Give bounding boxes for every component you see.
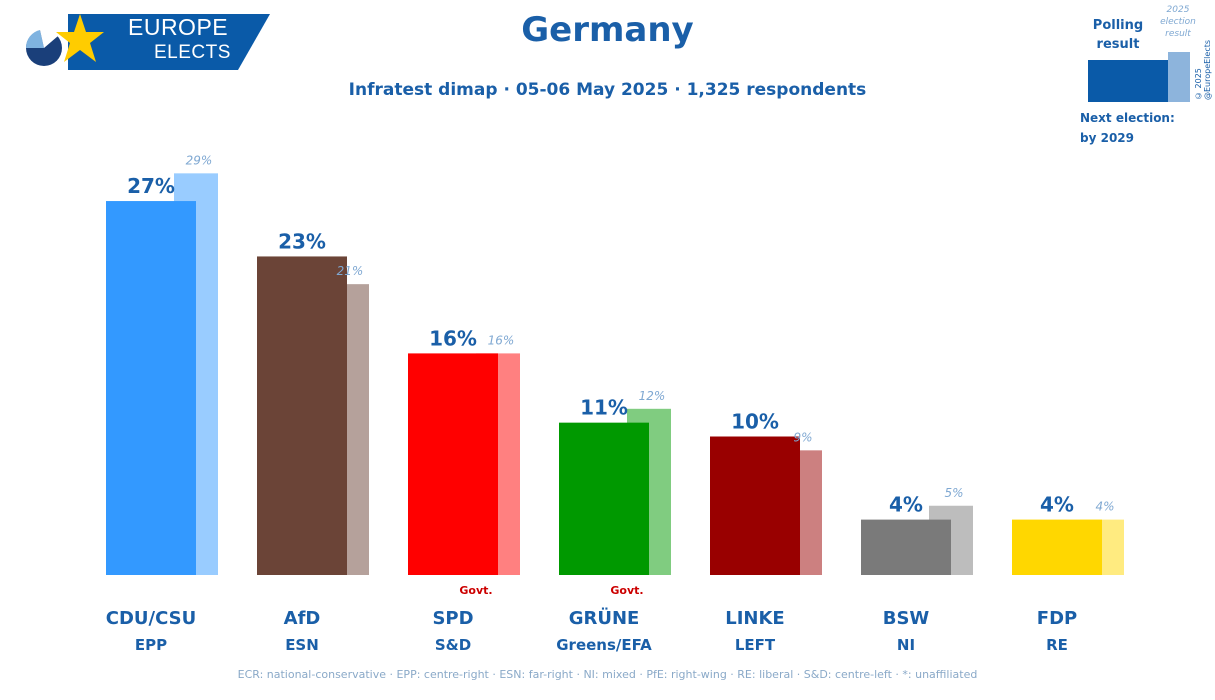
bar-poll-6 xyxy=(1012,519,1102,575)
party-label-5: BSW xyxy=(883,608,930,629)
group-label-5: NI xyxy=(897,636,915,654)
label-poll-4: 10% xyxy=(731,410,779,434)
label-prev-6: 4% xyxy=(1095,500,1114,514)
logo-text-europe: EUROPE xyxy=(128,14,229,40)
legend-polling-label: Polling result xyxy=(1092,18,1144,52)
next-election: Next election: by 2029 xyxy=(1080,108,1175,148)
label-poll-1: 23% xyxy=(278,229,326,253)
party-label-2: SPD xyxy=(432,608,473,629)
next-election-value: by 2029 xyxy=(1080,131,1134,145)
label-prev-5: 5% xyxy=(944,486,963,500)
bar-poll-0 xyxy=(106,201,196,576)
legend-polling-swatch xyxy=(1088,60,1168,102)
group-label-3: Greens/EFA xyxy=(556,636,652,654)
party-label-3: GRÜNE xyxy=(569,607,640,629)
group-label-4: LEFT xyxy=(735,636,776,654)
label-prev-3: 12% xyxy=(639,389,666,403)
legend-result-label: 2025 election result xyxy=(1160,5,1196,39)
party-label-0: CDU/CSU xyxy=(106,608,196,629)
chart-subtitle: Infratest dimap · 05-06 May 2025 · 1,325… xyxy=(348,80,867,100)
label-poll-6: 4% xyxy=(1040,493,1074,517)
label-prev-2: 16% xyxy=(488,333,515,347)
label-poll-3: 11% xyxy=(580,396,628,420)
govt-tag-3: Govt. xyxy=(610,584,643,597)
footer-legend: ECR: national-conservative · EPP: centre… xyxy=(237,668,978,681)
label-poll-2: 16% xyxy=(429,326,477,350)
logo-graphic xyxy=(25,14,270,70)
next-election-label: Next election: xyxy=(1080,111,1175,125)
party-label-1: AfD xyxy=(284,608,321,629)
label-poll-0: 27% xyxy=(127,174,175,198)
group-label-6: RE xyxy=(1046,636,1068,654)
label-prev-1: 21% xyxy=(337,264,364,278)
bar-poll-2 xyxy=(408,353,498,575)
party-label-6: FDP xyxy=(1037,608,1077,629)
bar-poll-5 xyxy=(861,519,951,575)
group-label-0: EPP xyxy=(135,636,167,654)
party-label-4: LINKE xyxy=(725,608,784,629)
group-label-1: ESN xyxy=(285,636,319,654)
label-prev-4: 9% xyxy=(793,430,812,444)
logo-text-elects: ELECTS xyxy=(154,42,231,63)
legend-result-swatch xyxy=(1168,52,1190,102)
bar-poll-3 xyxy=(559,422,649,575)
legend: Polling result 2025 election result Next… xyxy=(1080,4,1205,145)
label-prev-0: 29% xyxy=(186,153,213,167)
govt-tag-2: Govt. xyxy=(459,584,492,597)
chart-title: Germany xyxy=(521,10,694,50)
bar-poll-1 xyxy=(257,256,347,575)
bar-poll-4 xyxy=(710,436,800,575)
group-label-2: S&D xyxy=(435,636,471,654)
europe-elects-logo: EUROPE ELECTS xyxy=(18,12,270,70)
label-poll-5: 4% xyxy=(889,493,923,517)
